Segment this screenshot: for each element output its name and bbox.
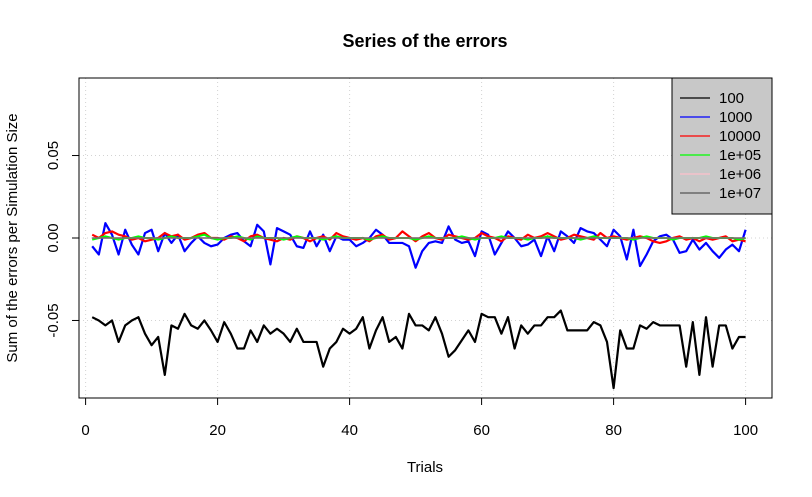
series-line-1e+05 [91,233,746,241]
x-tick-label: 100 [733,422,758,439]
x-tick-label: 80 [605,422,622,439]
x-axis-label: Trials [407,459,443,476]
x-tick-label: 20 [209,422,226,439]
chart-title: Series of the errors [342,31,507,51]
series-group [91,222,747,390]
legend-label: 10000 [719,128,761,145]
legend-label: 1e+05 [719,147,761,164]
x-tick-label: 60 [473,422,490,439]
series-line-100 [91,309,746,390]
y-axis-label: Sum of the errors per Simulation Size [4,113,21,362]
legend-box [671,77,773,215]
legend-label: 1e+06 [719,166,761,183]
y-axis: -0.05 0.00 0.05 [45,141,80,338]
legend-label: 1e+07 [719,185,761,202]
y-tick-label: -0.05 [45,303,62,337]
y-tick-label: 0.00 [45,223,62,252]
x-axis: 0 20 40 60 80 100 [81,397,758,439]
series-line-1000 [91,222,747,269]
legend: 100 1000 10000 1e+05 1e+06 1e+07 [671,77,773,215]
legend-label: 1000 [719,109,752,126]
x-tick-label: 40 [341,422,358,439]
x-tick-label: 0 [81,422,89,439]
y-tick-label: 0.05 [45,141,62,170]
legend-label: 100 [719,90,744,107]
